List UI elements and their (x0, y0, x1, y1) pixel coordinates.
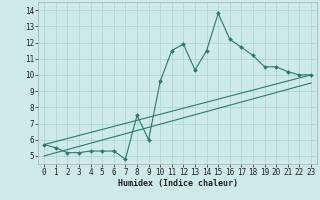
X-axis label: Humidex (Indice chaleur): Humidex (Indice chaleur) (118, 179, 238, 188)
